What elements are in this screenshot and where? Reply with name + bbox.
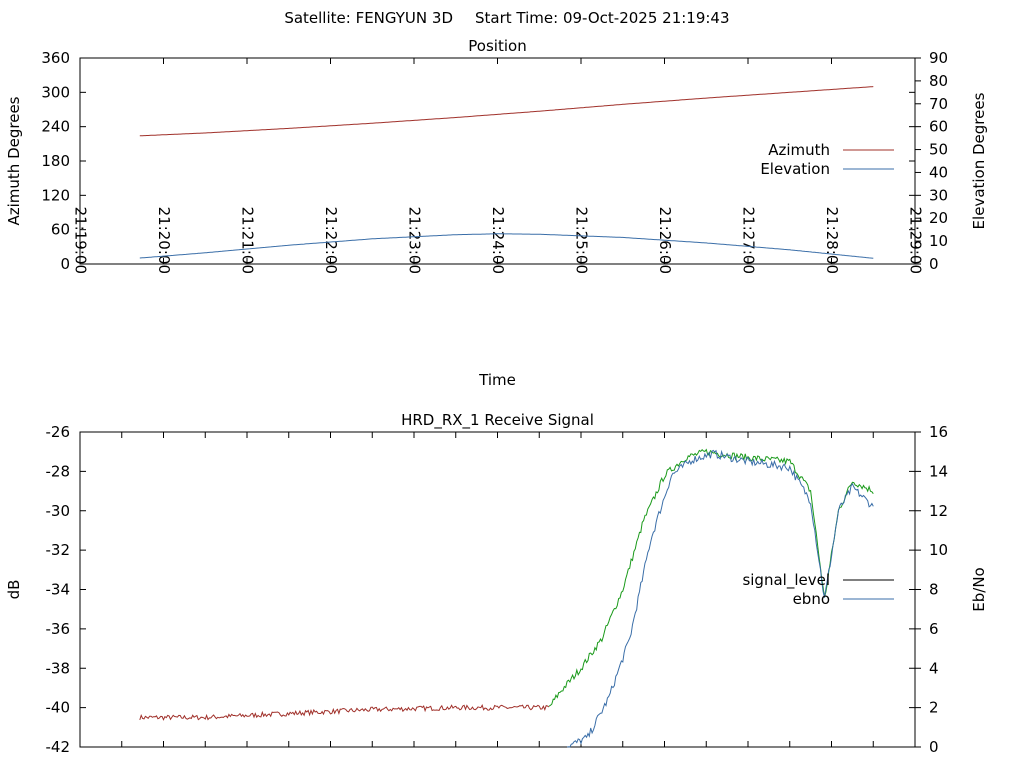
- y-tick-label: -42: [46, 738, 71, 756]
- y-tick-label: -40: [46, 699, 71, 717]
- y2-tick-label: 40: [929, 163, 948, 181]
- y2-tick-label: 10: [929, 541, 948, 559]
- y2-tick-label: 14: [929, 462, 948, 480]
- y2-tick-label: 70: [929, 95, 948, 113]
- x-tick-label: 21:23:00: [406, 207, 424, 274]
- y-tick-label: 240: [41, 118, 70, 136]
- y-tick-label: 360: [41, 49, 70, 67]
- x-tick-label: 21:22:00: [322, 207, 340, 274]
- satellite-title: Satellite: FENGYUN 3D: [284, 9, 453, 27]
- y-axis-label: dB: [5, 580, 23, 600]
- x-tick-label: 21:27:00: [740, 207, 758, 274]
- plot-frame: [79, 431, 916, 748]
- y2-tick-label: 12: [929, 502, 948, 520]
- x-tick-label: 21:28:00: [823, 207, 841, 274]
- y-tick-label: -28: [46, 462, 71, 480]
- y2-tick-label: 16: [929, 423, 948, 441]
- y2-tick-label: 6: [929, 620, 939, 638]
- y2-tick-label: 0: [929, 738, 939, 756]
- y2-tick-label: 8: [929, 581, 939, 599]
- y2-tick-label: 50: [929, 141, 948, 159]
- y2-tick-label: 80: [929, 72, 948, 90]
- chart-title: HRD_RX_1 Receive Signal: [401, 411, 594, 430]
- y-tick-label: 120: [41, 186, 70, 204]
- y2-axis-label: Eb/No: [970, 567, 988, 611]
- start-time-title: Start Time: 09-Oct-2025 21:19:43: [475, 9, 730, 27]
- y-tick-label: -26: [46, 423, 71, 441]
- signal-level-line-red: [139, 703, 550, 721]
- y-tick-label: -36: [46, 620, 71, 638]
- y2-tick-label: 0: [929, 255, 939, 273]
- x-tick-label: 21:24:00: [489, 207, 507, 274]
- ebno-line: [567, 449, 874, 748]
- position-chart: Position 0 60 120 180 240 300 360 0 10 20 30 40 50 60 7…: [5, 37, 988, 389]
- x-tick-label: 21:29:00: [907, 207, 925, 274]
- legend-label: signal_level: [742, 571, 830, 590]
- y-tick-label: 0: [60, 255, 70, 273]
- x-tick-label: 21:20:00: [155, 207, 173, 274]
- x-axis-label: Time: [478, 371, 516, 389]
- y2-tick-label: 4: [929, 659, 939, 677]
- x-tick-label: 21:19:00: [72, 207, 90, 274]
- y-axis-label: Azimuth Degrees: [5, 96, 23, 225]
- legend-label: Azimuth: [768, 141, 830, 159]
- y2-tick-label: 2: [929, 699, 939, 717]
- x-tick-label: 21:25:00: [573, 207, 591, 274]
- y-tick-label: -38: [46, 659, 71, 677]
- y-tick-label: 180: [41, 152, 70, 170]
- y-tick-label: -30: [46, 502, 71, 520]
- x-tick-label: 21:21:00: [239, 207, 257, 274]
- signal-level-line-green: [548, 448, 874, 707]
- y-tick-label: 60: [51, 221, 70, 239]
- y-tick-label: -32: [46, 541, 71, 559]
- azimuth-line: [139, 86, 874, 137]
- y2-tick-label: 90: [929, 49, 948, 67]
- y2-tick-label: 20: [929, 209, 948, 227]
- chart-title: Position: [468, 37, 526, 55]
- y2-tick-label: 10: [929, 232, 948, 250]
- y2-tick-label: 30: [929, 186, 948, 204]
- y2-axis-label: Elevation Degrees: [970, 92, 988, 229]
- legend-label: ebno: [793, 590, 830, 608]
- legend-label: Elevation: [760, 160, 830, 178]
- y-tick-label: 300: [41, 83, 70, 101]
- elevation-line: [139, 233, 874, 259]
- receive-signal-chart: HRD_RX_1 Receive Signal -42 -40 -38 -36 -34 -3…: [5, 411, 988, 756]
- y-tick-label: -34: [46, 581, 71, 599]
- y2-tick-label: 60: [929, 118, 948, 136]
